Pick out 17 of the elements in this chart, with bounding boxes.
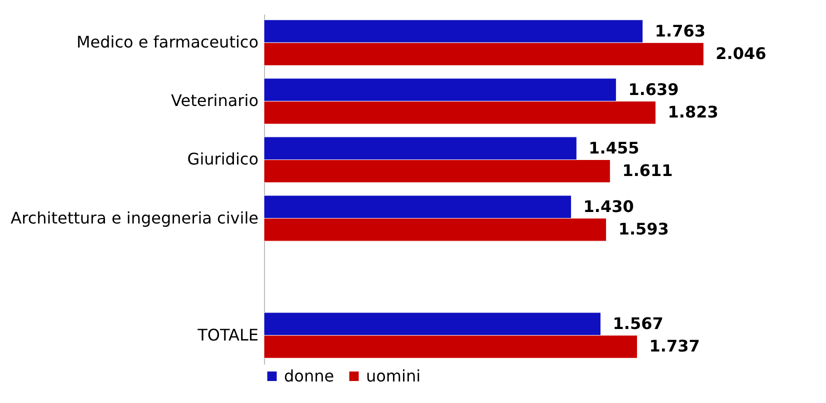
data-label: 1.763 — [654, 21, 706, 40]
data-label: 1.611 — [622, 161, 673, 180]
data-label: 1.430 — [583, 196, 634, 216]
data-label: 2.046 — [716, 44, 766, 64]
data-label: 1.593 — [618, 220, 669, 239]
y-tick-label: TOTALE — [196, 325, 258, 344]
legend-label: donne — [284, 366, 334, 386]
data-label: 1.737 — [649, 336, 700, 356]
data-label: 1.455 — [588, 138, 640, 158]
data-label: 1.639 — [628, 80, 679, 99]
data-label: 1.823 — [668, 102, 718, 122]
y-tick-label: Architettura e ingegneria civile — [10, 208, 258, 228]
legend-label: uomini — [366, 366, 421, 386]
y-tick-label: Giuridico — [187, 150, 258, 169]
data-label: 1.567 — [612, 314, 664, 333]
y-tick-label: Medico e farmaceutico — [76, 32, 258, 52]
y-tick-label: Veterinario — [171, 91, 258, 110]
